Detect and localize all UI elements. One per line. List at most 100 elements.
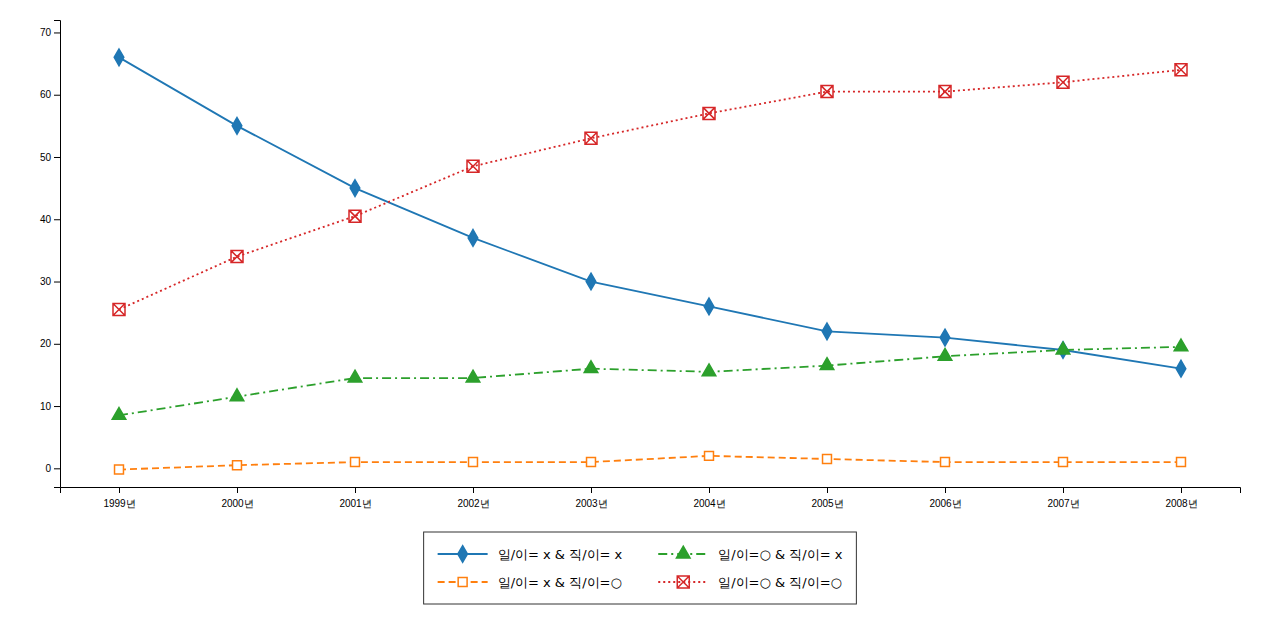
- point: [230, 389, 244, 401]
- x-tick-mark: [119, 487, 120, 493]
- point: [820, 358, 834, 370]
- x-tick-label: 1999년: [103, 498, 135, 509]
- y-tick-label: 20: [40, 338, 52, 349]
- x-tick: 2000년: [221, 487, 253, 509]
- x-tick-mark: [237, 487, 238, 493]
- y-tick: 10: [40, 401, 60, 412]
- y-tick-label: 30: [40, 276, 52, 287]
- legend-frame: [424, 532, 857, 604]
- x-tick-label: 2005년: [811, 498, 843, 509]
- x-tick: 2006년: [929, 487, 961, 509]
- point: [231, 251, 243, 263]
- x-tick-mark: [945, 487, 946, 493]
- point: [466, 370, 480, 382]
- legend-item: 일/이= x & 직/이= x: [438, 546, 623, 563]
- point: [113, 304, 125, 316]
- y-tick-mark: [54, 282, 60, 283]
- x-tick-mark: [827, 487, 828, 493]
- y-tick: 40: [40, 214, 60, 225]
- y-tick: 20: [40, 338, 60, 349]
- x-tick: 2004년: [693, 487, 725, 509]
- y-tick-label: 0: [45, 463, 51, 474]
- legend-marker: [458, 546, 468, 563]
- x-tick-label: 2001년: [339, 498, 371, 509]
- legend-marker: [458, 578, 467, 587]
- x-axis-line: [61, 488, 1241, 494]
- y-tick-mark: [54, 219, 60, 220]
- series-line: [119, 70, 1181, 310]
- point: [940, 329, 950, 346]
- y-axis-line: [54, 21, 61, 488]
- legend: 일/이= x & 직/이= x 일/이= x & 직/이=○ 일/이=○ & 직/이…: [424, 532, 857, 604]
- point: [233, 461, 242, 470]
- point: [938, 348, 952, 360]
- point: [112, 408, 126, 420]
- x-tick-mark: [1063, 487, 1064, 493]
- y-axis: 0 10 20 30 40 50 60 70: [40, 21, 61, 488]
- series: [115, 451, 1186, 474]
- legend-label: 일/이= x & 직/이= x: [498, 547, 623, 562]
- y-tick-mark: [54, 95, 60, 96]
- y-tick-mark: [54, 468, 60, 469]
- y-tick-label: 60: [40, 89, 52, 100]
- x-tick-label: 2007년: [1047, 498, 1079, 509]
- x-tick: 2007년: [1047, 487, 1079, 509]
- point: [586, 273, 596, 290]
- point: [1057, 76, 1069, 88]
- point: [1059, 458, 1068, 467]
- point: [350, 180, 360, 197]
- point: [584, 361, 598, 373]
- point: [704, 298, 714, 315]
- y-tick-label: 40: [40, 214, 52, 225]
- y-tick-mark: [54, 406, 60, 407]
- x-tick-label: 2000년: [221, 498, 253, 509]
- x-tick: 2003년: [575, 487, 607, 509]
- point: [351, 458, 360, 467]
- x-tick-mark: [591, 487, 592, 493]
- x-axis: 1999년 2000년 2001년 2002년 2003년 2004년 2005년 2006년…: [61, 487, 1241, 509]
- point: [585, 132, 597, 144]
- chart: 1999년 2000년 2001년 2002년 2003년 2004년 2005년 2006년…: [0, 0, 1280, 637]
- y-tick-label: 70: [40, 27, 52, 38]
- point: [1174, 339, 1188, 351]
- legend-item: 일/이= x & 직/이=○: [438, 575, 622, 590]
- y-tick-mark: [54, 32, 60, 33]
- legend-label: 일/이=○ & 직/이= x: [718, 547, 842, 562]
- series: [112, 339, 1188, 419]
- legend-marker: [676, 546, 690, 558]
- point: [705, 451, 714, 460]
- x-tick-mark: [355, 487, 356, 493]
- y-tick-mark: [54, 157, 60, 158]
- point: [348, 370, 362, 382]
- y-tick-label: 50: [40, 152, 52, 163]
- plot-area: [112, 49, 1188, 474]
- point: [468, 230, 478, 247]
- x-tick-label: 2008년: [1165, 498, 1197, 509]
- y-tick: 70: [40, 27, 60, 38]
- x-tick-label: 2003년: [575, 498, 607, 509]
- legend-label: 일/이= x & 직/이=○: [498, 575, 622, 590]
- x-tick-mark: [473, 487, 474, 493]
- series: [113, 64, 1187, 316]
- point: [703, 107, 715, 119]
- point: [1176, 360, 1186, 377]
- point: [115, 465, 124, 474]
- point: [941, 458, 950, 467]
- series-line: [119, 57, 1181, 368]
- x-tick: 1999년: [103, 487, 135, 509]
- point: [114, 49, 124, 66]
- legend-marker: [677, 576, 689, 588]
- legend-label: 일/이=○ & 직/이=○: [718, 575, 842, 590]
- point: [702, 364, 716, 376]
- x-tick-mark: [1181, 487, 1182, 493]
- y-tick: 0: [45, 463, 60, 474]
- x-tick: 2001년: [339, 487, 371, 509]
- point: [1177, 458, 1186, 467]
- legend-item: 일/이=○ & 직/이=○: [658, 575, 842, 590]
- y-tick: 30: [40, 276, 60, 287]
- y-tick: 60: [40, 89, 60, 100]
- x-tick: 2002년: [457, 487, 489, 509]
- point: [1056, 342, 1070, 354]
- point: [821, 86, 833, 98]
- x-tick-mark: [709, 487, 710, 493]
